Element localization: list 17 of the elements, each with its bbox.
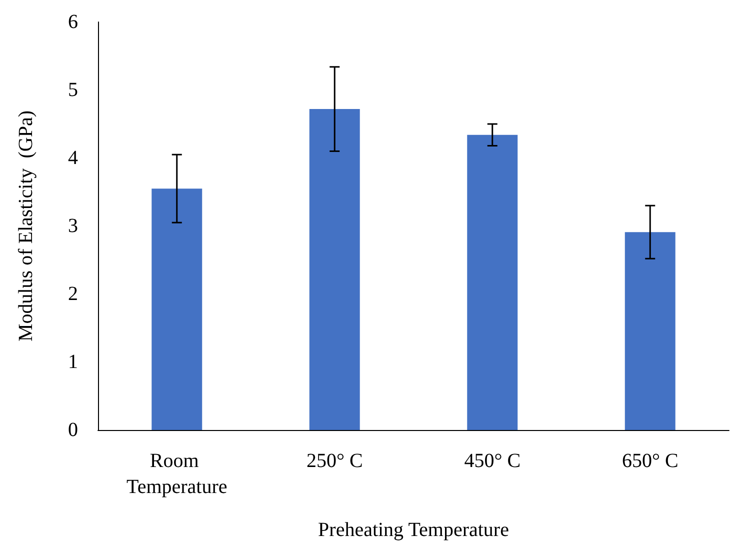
x-axis-title: Preheating Temperature bbox=[318, 519, 510, 541]
y-tick-label: 4 bbox=[68, 147, 78, 169]
bar bbox=[309, 109, 360, 430]
y-axis-title: Modulus of Elasticity (GPa) bbox=[15, 110, 37, 342]
x-tick-label: Room Temperature bbox=[126, 450, 228, 498]
x-tick-label: 450° C bbox=[464, 450, 521, 472]
x-tick-label: 650° C bbox=[622, 450, 678, 472]
y-tick-label: 5 bbox=[68, 79, 78, 101]
x-tick-label: 250° C bbox=[306, 450, 363, 472]
bar bbox=[467, 134, 518, 430]
y-tick-label: 6 bbox=[68, 11, 78, 33]
y-tick-label: 1 bbox=[68, 351, 78, 373]
bar bbox=[152, 188, 202, 430]
y-tick-label: 3 bbox=[68, 215, 78, 237]
bar bbox=[624, 232, 676, 430]
y-tick-label: 0 bbox=[68, 419, 78, 441]
y-tick-label: 2 bbox=[68, 283, 78, 305]
